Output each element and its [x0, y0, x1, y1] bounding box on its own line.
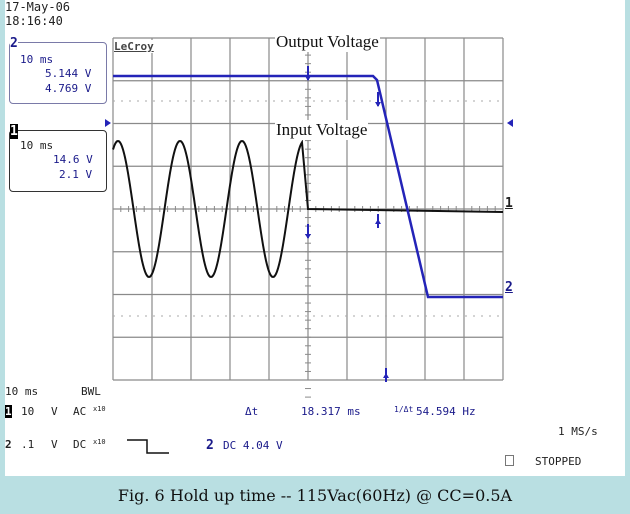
ch2-row-id[interactable]: 2: [5, 438, 12, 451]
cursor-arrowhead-icon: [375, 219, 381, 224]
ch1-row-id[interactable]: 1: [5, 405, 12, 418]
input-voltage-trace: [112, 139, 504, 279]
ch1-scale[interactable]: 10: [21, 405, 35, 418]
waveform-plot: [105, 37, 513, 398]
delta-t-label: Δt: [245, 405, 259, 418]
ch2-trace-marker: 2: [505, 280, 513, 295]
output-voltage-trace: [113, 74, 503, 299]
ch2-coupling[interactable]: DC: [73, 438, 87, 451]
oscilloscope-screen: 17-May-06 18:16:40 2 10 ms 5.144 V 4.769…: [5, 0, 625, 476]
trigger-level[interactable]: DC 4.04 V: [223, 439, 283, 452]
sample-rate: 1 MS/s: [558, 425, 598, 438]
inverse-delta-t-label: 1/Δt: [394, 405, 414, 414]
acquisition-status: STOPPED: [535, 455, 582, 468]
figure-caption: Fig. 6 Hold up time -- 115Vac(60Hz) @ CC…: [117, 486, 513, 505]
ch2-probe: x10: [93, 438, 106, 446]
bwl: BWL: [81, 385, 101, 398]
footer-timebase: 10 ms: [5, 385, 39, 398]
ch1-v1: 14.6 V: [53, 153, 93, 166]
ch1-v2: 2.1 V: [59, 168, 93, 181]
time: 18:16:40: [5, 14, 63, 28]
ch2-v2: 4.769 V: [45, 82, 92, 95]
ch2-unit: V: [51, 438, 58, 451]
channel2-id: 2: [10, 36, 18, 51]
channel1-id: 1: [10, 124, 18, 139]
left-level-marker-icon: [105, 119, 111, 127]
ch1-trace-marker: 1: [505, 196, 513, 211]
ch2-v1: 5.144 V: [45, 67, 92, 80]
lecroy-logo: LeCroy: [114, 40, 154, 53]
cursor-arrowhead-icon: [305, 76, 311, 81]
output-voltage-label: Output Voltage: [275, 32, 380, 52]
right-level-marker-icon: [507, 119, 513, 127]
date: 17-May-06: [5, 0, 71, 14]
delta-t-value: 18.317 ms: [301, 405, 361, 418]
frequency-value: 54.594 Hz: [416, 405, 476, 418]
cursor-arrowhead-icon: [383, 373, 389, 378]
input-voltage-label: Input Voltage: [275, 120, 369, 140]
ch1-unit: V: [51, 405, 58, 418]
falling-edge-trigger-icon: [127, 439, 169, 454]
cursor-arrowhead-icon: [305, 234, 311, 239]
channel1-measure-box: [9, 130, 107, 192]
stop-checkbox-icon[interactable]: [505, 455, 514, 466]
ch1-timebase: 10 ms: [20, 139, 54, 152]
ch2-timebase: 10 ms: [20, 53, 54, 66]
channel2-measure-box: [9, 42, 107, 104]
ch1-probe: x10: [93, 405, 106, 413]
cursor-arrowhead-icon: [375, 102, 381, 107]
ch2-scale[interactable]: .1: [21, 438, 35, 451]
trigger-channel: 2: [206, 438, 214, 453]
ch1-coupling[interactable]: AC: [73, 405, 87, 418]
